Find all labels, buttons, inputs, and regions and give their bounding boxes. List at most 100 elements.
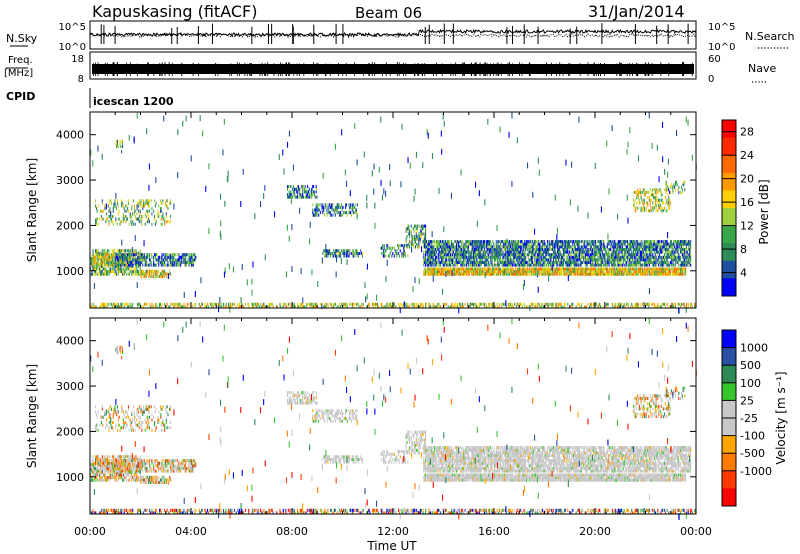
- power-cell: [330, 252, 332, 255]
- power-cell: [597, 258, 599, 262]
- power-cell: [127, 257, 129, 260]
- power-cell: [680, 248, 682, 251]
- power-cell: [459, 255, 461, 259]
- power-cell: [185, 258, 187, 262]
- power-cell: [426, 272, 428, 276]
- power-cell: [494, 258, 496, 262]
- power-cell: [116, 263, 118, 267]
- power-cell: [568, 258, 570, 262]
- power-cell: [439, 245, 441, 249]
- power-cell: [690, 258, 692, 262]
- power-cell: [629, 263, 631, 267]
- power-cell: [434, 258, 436, 262]
- power-cell: [430, 272, 432, 276]
- power-cell: [553, 267, 555, 271]
- power-cell: [689, 242, 691, 246]
- power-cell: [93, 255, 95, 259]
- power-cell: [131, 222, 133, 226]
- power-cell: [673, 255, 675, 259]
- power-cell: [626, 270, 628, 274]
- power-cell: [665, 248, 667, 251]
- power-cell: [108, 201, 110, 205]
- power-cell: [396, 254, 398, 258]
- power-cell: [484, 258, 486, 262]
- power-cell: [109, 215, 111, 218]
- power-cell: [680, 272, 682, 276]
- power-cell: [616, 245, 618, 249]
- power-cell: [402, 254, 404, 258]
- power-cell: [591, 272, 593, 276]
- power-cell: [510, 272, 512, 276]
- power-cell: [466, 240, 468, 244]
- power-cell: [637, 242, 639, 246]
- power-cell: [561, 272, 563, 276]
- power-cell: [641, 255, 643, 259]
- power-cell: [540, 250, 542, 254]
- power-cell: [189, 261, 191, 264]
- power-cell: [674, 253, 676, 257]
- power-cell: [114, 264, 116, 268]
- power-cell: [586, 248, 588, 251]
- power-cell: [659, 248, 661, 251]
- power-cell: [595, 245, 597, 249]
- power-cell: [418, 237, 420, 241]
- power-cell: [124, 253, 126, 257]
- power-cell: [598, 272, 600, 276]
- power-cell: [161, 261, 163, 264]
- power-cell: [447, 263, 449, 267]
- power-cell: [479, 267, 481, 271]
- power-cell: [664, 242, 666, 246]
- power-cell: [485, 250, 487, 254]
- power-cell: [620, 263, 622, 267]
- power-cell: [608, 255, 610, 259]
- power-cell: [155, 253, 157, 257]
- power-cell: [663, 240, 665, 244]
- power-cell: [423, 261, 425, 264]
- power-cell: [583, 248, 585, 251]
- power-cell: [510, 261, 512, 264]
- power-cell: [494, 267, 496, 271]
- power-cell: [511, 253, 513, 257]
- power-cell: [532, 267, 534, 271]
- power-cell: [415, 237, 417, 241]
- power-cell: [137, 262, 139, 266]
- power-cell: [425, 272, 427, 276]
- power-cell: [675, 255, 677, 259]
- power-cell: [137, 272, 139, 276]
- power-cell: [108, 253, 110, 257]
- power-cell: [544, 261, 546, 264]
- power-cell: [688, 248, 690, 251]
- power-cell: [502, 250, 504, 254]
- power-cell: [471, 267, 473, 271]
- power-cell: [133, 270, 135, 274]
- power-cell: [510, 263, 512, 267]
- power-cell: [168, 255, 170, 259]
- power-cell: [519, 263, 521, 267]
- power-cell: [647, 263, 649, 267]
- power-cell: [485, 255, 487, 259]
- power-cell: [572, 255, 574, 259]
- power-cell: [159, 275, 161, 278]
- power-cell: [173, 258, 175, 262]
- power-cell: [652, 253, 654, 257]
- power-cell: [164, 269, 166, 273]
- power-cell: [386, 244, 388, 248]
- power-cell: [690, 253, 692, 257]
- power-cell: [191, 253, 193, 257]
- power-cell: [623, 272, 625, 276]
- power-cell: [442, 272, 444, 276]
- power-cell: [563, 272, 565, 276]
- power-cell: [315, 195, 317, 199]
- power-cell: [155, 258, 157, 262]
- power-cell: [575, 258, 577, 262]
- power-cell: [635, 248, 637, 251]
- power-cell: [456, 267, 458, 271]
- power-cell: [472, 242, 474, 246]
- power-cell: [188, 255, 190, 259]
- power-cell: [605, 270, 607, 274]
- power-cell: [434, 261, 436, 264]
- power-cell: [467, 272, 469, 276]
- power-cell: [131, 264, 133, 268]
- power-cell: [171, 258, 173, 262]
- power-cell: [653, 248, 655, 251]
